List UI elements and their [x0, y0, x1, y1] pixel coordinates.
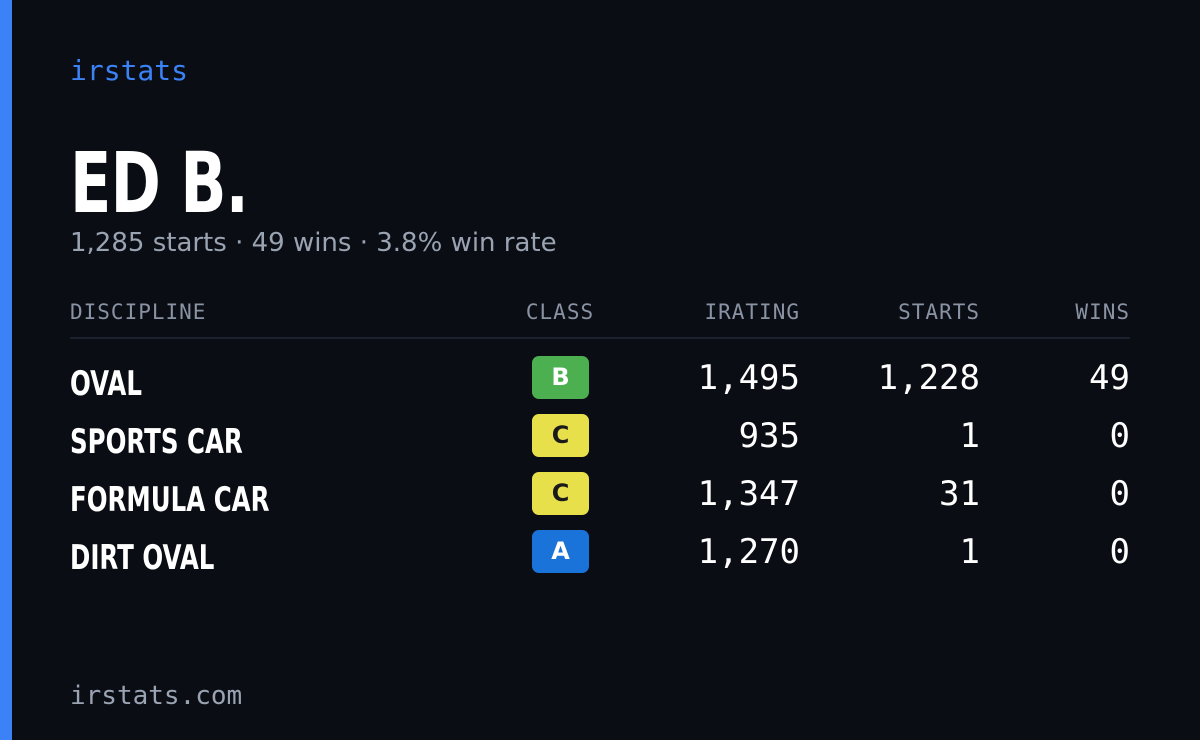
class-badge: B [532, 356, 589, 399]
discipline: SPORTS CAR [70, 422, 243, 462]
starts-value: 1,228 [877, 358, 980, 398]
player-name: ED B. [70, 134, 249, 232]
wins-value: 0 [1109, 532, 1130, 572]
wins-value: 49 [1089, 358, 1130, 398]
summary: 1,285 starts · 49 wins · 3.8% win rate [70, 228, 557, 258]
column-header: DISCIPLINE [70, 300, 207, 324]
class-badge: C [532, 414, 589, 457]
discipline: OVAL [70, 364, 142, 404]
starts-value: 1 [959, 532, 980, 572]
column-header: IRATING [704, 300, 800, 324]
irating-value: 935 [738, 416, 800, 456]
starts-value: 31 [939, 474, 980, 514]
discipline: DIRT OVAL [70, 538, 215, 578]
accent-bar [0, 0, 12, 740]
column-header: WINS [1075, 300, 1130, 324]
discipline: FORMULA CAR [70, 480, 270, 520]
column-header: STARTS [898, 300, 980, 324]
irating-value: 1,270 [697, 532, 800, 572]
starts-value: 1 [959, 416, 980, 456]
irating-value: 1,495 [697, 358, 800, 398]
irating-value: 1,347 [697, 474, 800, 514]
class-badge: C [532, 472, 589, 515]
brand: irstats [70, 54, 189, 87]
wins-value: 0 [1109, 474, 1130, 514]
column-header: CLASS [525, 300, 595, 324]
wins-value: 0 [1109, 416, 1130, 456]
header-rule [70, 337, 1130, 339]
footer: irstats.com [70, 681, 243, 711]
class-badge: A [532, 530, 589, 573]
